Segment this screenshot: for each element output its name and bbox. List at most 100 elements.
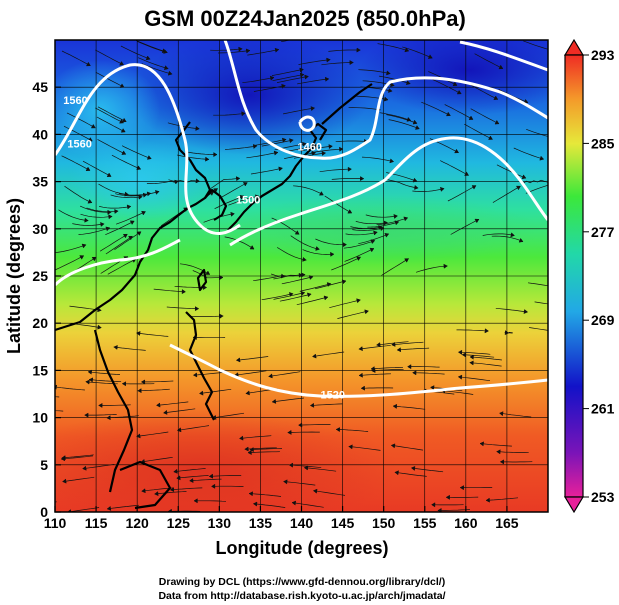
streamline-arrowhead <box>85 61 91 67</box>
streamline-arrowhead <box>459 485 464 491</box>
streamline-arrowhead <box>288 292 294 297</box>
streamline-arrowhead <box>383 220 388 226</box>
streamline <box>492 185 521 203</box>
streamline-arrowhead <box>121 150 127 155</box>
streamline <box>379 112 411 121</box>
streamline <box>387 179 419 189</box>
x-tick-label: 115 <box>85 515 108 531</box>
streamline-arrowhead <box>124 191 129 197</box>
streamline-arrowhead <box>406 116 412 122</box>
streamline <box>141 380 174 383</box>
streamline <box>249 448 283 451</box>
streamline <box>212 412 245 419</box>
streamline <box>146 180 179 184</box>
coastline-kuril <box>321 83 373 125</box>
streamline <box>300 145 333 152</box>
streamline-arrowhead <box>410 466 416 471</box>
streamline-arrowhead <box>468 115 474 120</box>
streamline <box>89 379 122 383</box>
streamline-arrowhead <box>376 342 381 348</box>
streamline <box>106 415 139 419</box>
streamline <box>163 408 196 414</box>
streamline <box>61 155 91 171</box>
streamline-arrowhead <box>287 429 292 435</box>
map-grid <box>55 40 548 512</box>
streamline <box>191 315 224 317</box>
streamline-arrowhead <box>499 459 505 465</box>
streamline-arrowhead <box>248 491 253 497</box>
streamline <box>217 50 250 54</box>
streamline <box>319 168 352 173</box>
streamline-arrowhead <box>193 498 198 504</box>
streamline-arrowhead <box>269 75 275 81</box>
streamline-arrowhead <box>274 47 280 53</box>
streamline-arrowhead <box>84 412 89 418</box>
streamline-arrowhead <box>403 216 409 222</box>
streamline <box>228 195 260 206</box>
streamline-arrowhead <box>498 64 504 70</box>
streamline <box>210 177 240 189</box>
streamline <box>283 481 316 486</box>
streamline <box>177 154 209 160</box>
streamline-arrowhead <box>312 353 317 359</box>
streamline <box>55 255 84 271</box>
streamline <box>297 78 329 85</box>
streamline <box>113 346 146 351</box>
streamline <box>115 193 147 197</box>
streamline <box>529 327 548 331</box>
streamline <box>365 214 398 218</box>
streamline-arrowhead <box>347 166 352 172</box>
streamline-arrowhead <box>176 427 182 433</box>
streamline <box>376 217 408 226</box>
streamline-arrowhead <box>252 501 258 507</box>
streamline <box>199 388 232 394</box>
streamline-arrowhead <box>439 186 445 192</box>
streamline-arrowhead <box>515 185 521 191</box>
streamline-arrowhead <box>291 500 297 506</box>
streamline <box>193 371 226 376</box>
streamline-arrowhead <box>189 478 194 484</box>
chart-title: GSM 00Z24Jan2025 (850.0hPa) <box>144 6 466 31</box>
streamline <box>415 265 448 273</box>
streamline-arrowhead <box>304 74 309 80</box>
streamline <box>469 356 502 361</box>
streamline <box>137 388 170 392</box>
streamline <box>261 139 294 147</box>
streamline-arrowhead <box>330 251 335 257</box>
streamline-arrowhead <box>342 242 347 248</box>
streamline <box>209 475 242 477</box>
streamline-arrowhead <box>390 443 396 449</box>
streamline-arrowhead <box>474 218 480 224</box>
streamline-arrowhead <box>394 220 400 226</box>
streamline-arrowhead <box>176 475 181 481</box>
streamline <box>219 182 248 199</box>
streamline <box>177 425 210 431</box>
streamline-arrowhead <box>394 470 399 476</box>
streamline-arrowhead <box>199 390 204 396</box>
streamline-arrowhead <box>390 82 395 88</box>
streamline <box>412 188 445 192</box>
streamline-arrowhead <box>328 144 333 150</box>
streamline-arrowhead <box>310 106 316 112</box>
streamline <box>107 504 140 510</box>
streamline-arrowhead <box>239 435 244 441</box>
streamline-arrowhead <box>84 217 89 223</box>
streamline <box>391 341 424 346</box>
streamline <box>513 147 544 160</box>
streamline-arrowhead <box>299 67 304 73</box>
streamline-arrowhead <box>407 364 412 370</box>
y-tick-label: 45 <box>32 79 48 95</box>
contour-line-1460 <box>223 40 548 160</box>
streamline <box>79 205 112 213</box>
streamline-arrowhead <box>302 256 307 262</box>
contour-label: 1560 <box>63 95 87 107</box>
contour-labels: 1560 1560 1460 1500 1520 <box>63 95 345 402</box>
streamline <box>194 500 227 502</box>
streamline <box>350 226 383 229</box>
streamline-arrowhead <box>349 60 354 66</box>
streamline <box>119 192 151 196</box>
colorbar-gradient <box>564 54 584 498</box>
streamline-arrowhead <box>499 411 504 417</box>
streamline <box>250 167 283 175</box>
streamline-arrowhead <box>469 360 474 366</box>
